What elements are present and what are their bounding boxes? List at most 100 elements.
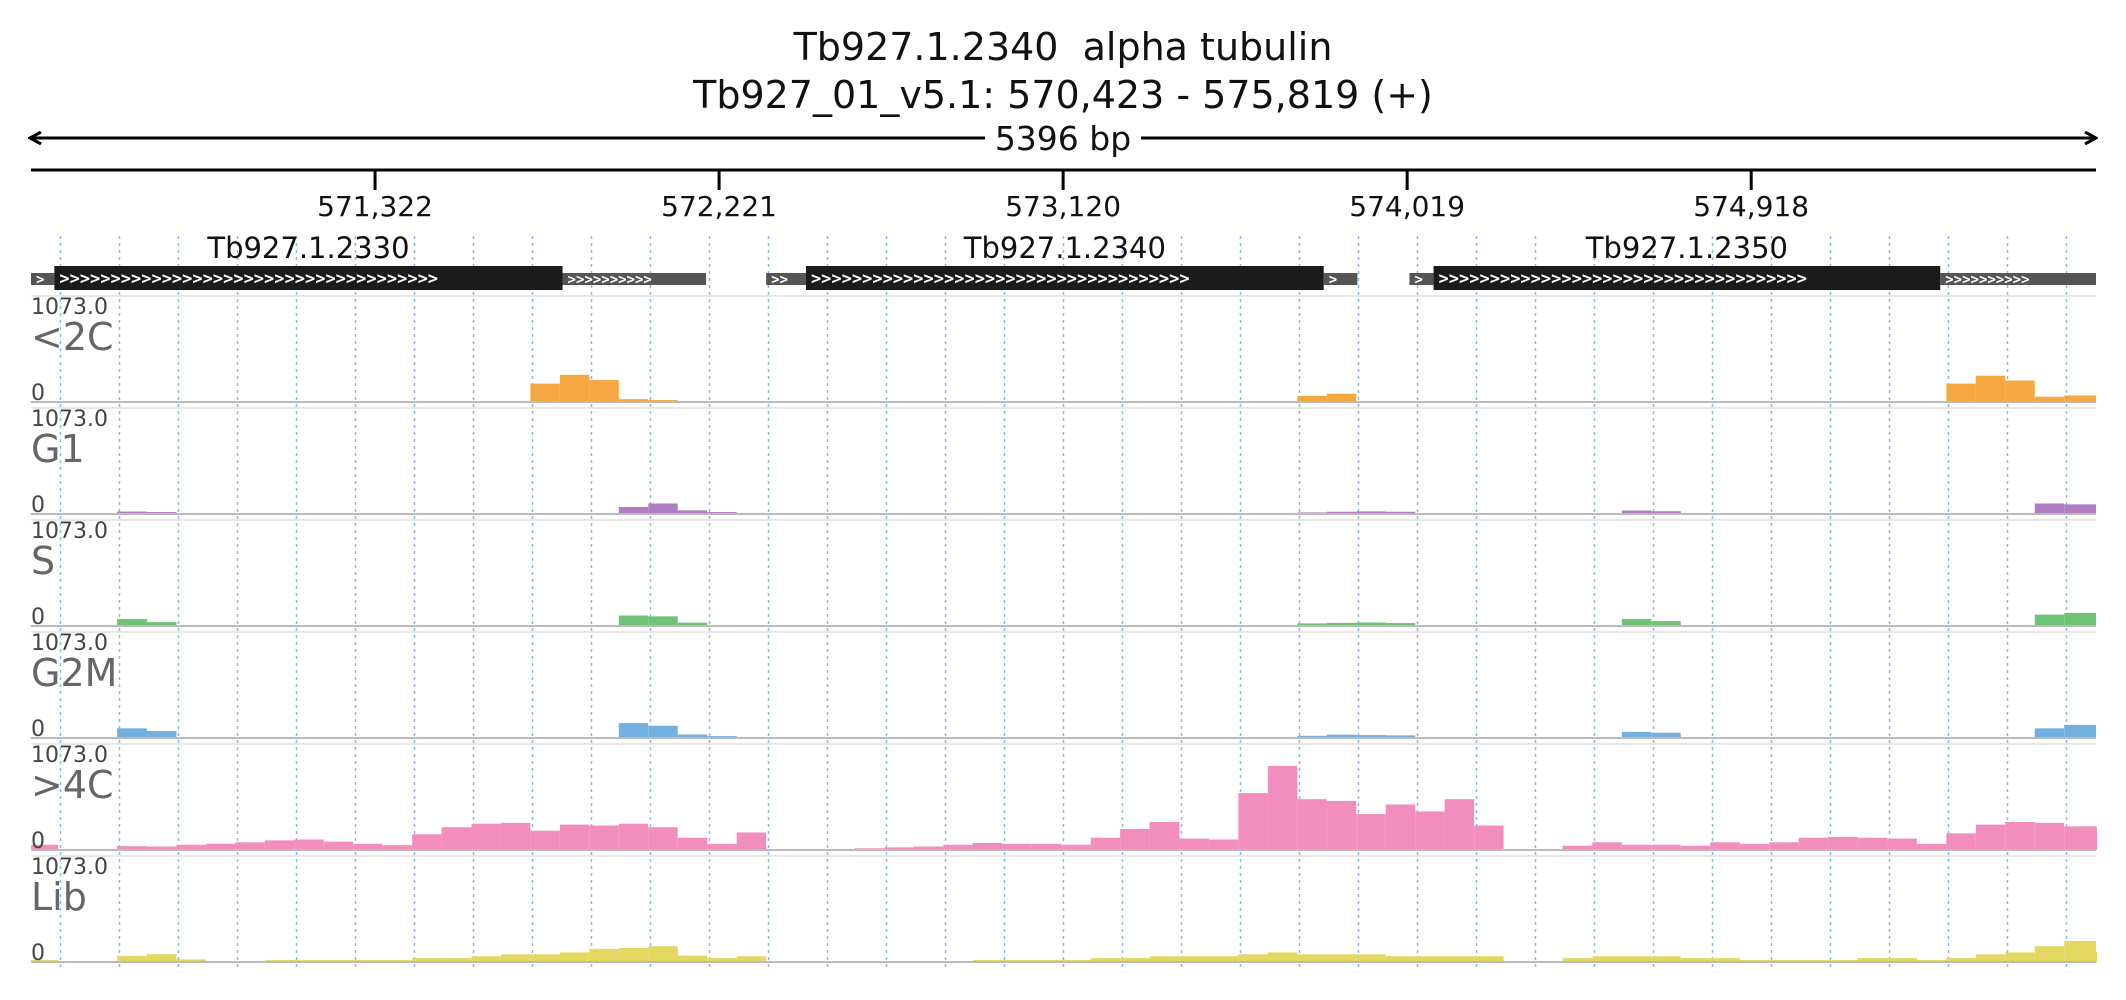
coverage-bar (2034, 728, 2065, 738)
gene-title: Tb927.1.2340 alpha tubulin (793, 25, 1333, 69)
coverage-bar (1238, 793, 1268, 850)
coverage-bar (1621, 510, 1652, 514)
gene-model[interactable]: >>>>>>>>>>>>>>>>>>>>>>>>>>>>>>>>>>>>>>>>… (766, 231, 1358, 290)
coverage-bar (2064, 724, 2096, 738)
coverage-bar (1975, 954, 2006, 962)
coverage-bar (648, 616, 678, 626)
coverage-bar (264, 840, 295, 850)
coverage-bar (1975, 375, 2006, 402)
track-scale-max: 1073.0 (31, 295, 108, 320)
coverage-bar (1651, 621, 1681, 626)
utr-3prime (562, 273, 707, 285)
gene-model[interactable]: >>>>>>>>>>>>>>>>>>>>>>>>>>>>>>>>>>>>>>>>… (31, 231, 707, 290)
utr-5prime (766, 273, 806, 285)
coverage-bar (323, 841, 354, 850)
coverage-bar (2034, 614, 2065, 626)
coverage-bar (1444, 799, 1475, 850)
coverage-bar (146, 730, 177, 738)
coverage-bar (913, 846, 944, 850)
coverage-bar (1385, 735, 1416, 738)
strand-direction-icon: >>>>>>>>>>>>>>>>>>>>>>>>>>>>>>>>>>>>> (59, 269, 438, 289)
coverage-bar (176, 959, 206, 962)
coverage-bar (589, 948, 619, 962)
coverage-bar (736, 832, 767, 850)
coverage-bar (1385, 623, 1416, 626)
track-label: G1 (31, 427, 85, 471)
coverage-bar (618, 399, 649, 402)
coverage-bar (2005, 380, 2035, 402)
coverage-bar (1621, 618, 1652, 626)
coverage-bar (1208, 956, 1239, 962)
utr-3prime (1323, 273, 1358, 285)
ruler-tick-label: 572,221 (661, 190, 777, 223)
coverage-bar (2096, 827, 2097, 850)
coverage-bar (2034, 503, 2065, 514)
coverage-bar (1651, 956, 1681, 962)
coverage-bar (618, 823, 649, 850)
coverage-bar (1061, 844, 1091, 850)
coverage-bar (589, 380, 619, 402)
coverage-bar (1562, 845, 1593, 850)
coverage-bar (1828, 836, 1858, 850)
coverage-bar (2034, 396, 2065, 402)
coverage-bar (648, 725, 678, 738)
coverage-bar (1238, 954, 1268, 962)
coverage-bar (1179, 838, 1209, 850)
coverage-bar (618, 947, 649, 962)
coverage-bar (382, 845, 413, 850)
gene-label: Tb927.1.2340 (963, 231, 1166, 265)
grid-lines (59, 236, 2068, 968)
coverage-bar (648, 946, 678, 962)
coverage-bar (1769, 842, 1799, 850)
coverage-bar (1385, 804, 1416, 850)
track-scale-min: 0 (31, 829, 45, 854)
strand-direction-icon: >>>>>>>>>> (1945, 272, 2029, 288)
coverage-bar (677, 622, 708, 626)
gene-label: Tb927.1.2330 (206, 231, 409, 265)
coverage-track: 1073.0 0 >4C (31, 743, 2097, 854)
track-scale-min: 0 (31, 605, 45, 630)
track-scale-min: 0 (31, 941, 45, 966)
coverage-bar (353, 843, 383, 850)
coverage-bar (2096, 951, 2097, 962)
coverage-bar (1031, 843, 1062, 850)
coverage-bar (500, 954, 531, 962)
gene-model[interactable]: >>>>>>>>>>>>>>>>>>>>>>>>>>>>>>>>>>>>>>>>… (1409, 231, 2096, 290)
span-length-label: 5396 bp (995, 119, 1131, 158)
coverage-bar (618, 506, 649, 514)
coverage-bar (1002, 843, 1032, 850)
coverage-bar (1326, 800, 1357, 850)
coverage-bar (1149, 821, 1180, 850)
track-scale-min: 0 (31, 493, 45, 518)
coverage-bar (1267, 952, 1298, 962)
coverage-bar (677, 510, 708, 514)
coverage-bar (2005, 821, 2035, 850)
coverage-bar (1326, 393, 1357, 402)
coverage-bar (2064, 395, 2096, 402)
coverage-bar (2064, 612, 2096, 626)
coverage-bar (471, 956, 501, 962)
coverage-bar (1385, 956, 1416, 962)
coverage-bar (146, 846, 177, 850)
coverage-bar (31, 844, 59, 850)
coverage-bar (1680, 845, 1711, 850)
coverage-bar (1356, 622, 1386, 626)
coverage-bar (441, 958, 472, 962)
coverage-bar (1592, 956, 1622, 962)
coverage-bar (146, 954, 177, 962)
coverage-bar (146, 622, 177, 626)
track-label: >4C (31, 763, 114, 807)
coverage-bar (1474, 825, 1504, 850)
coding-exon (54, 266, 563, 290)
coverage-bar (736, 956, 767, 962)
coverage-bar (471, 823, 501, 850)
coverage-bar (1857, 958, 1888, 962)
coverage-bar (1474, 956, 1504, 962)
coverage-bar (1090, 958, 1121, 962)
coverage-bar (1297, 735, 1327, 738)
coverage-bar (559, 952, 590, 962)
coverage-tracks: 1073.00<2C1073.00G11073.00S1073.00G2M107… (31, 295, 2097, 966)
coverage-bar (1120, 958, 1150, 962)
coverage-bar (559, 824, 590, 850)
